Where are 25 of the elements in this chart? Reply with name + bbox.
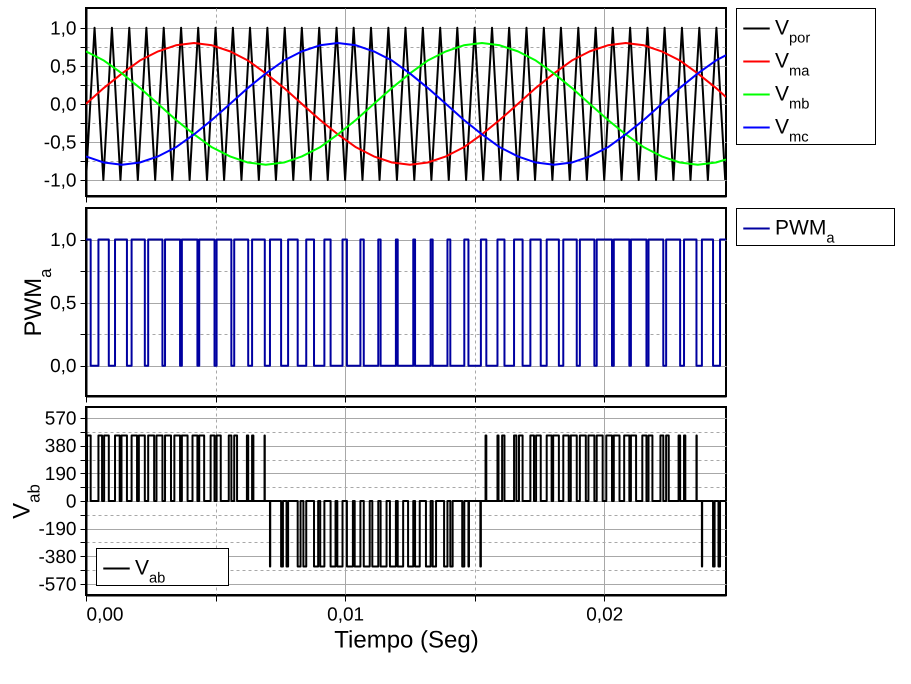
legend-label: V$_{por}$ <box>775 16 810 46</box>
y-tick-label: -570 <box>38 574 76 596</box>
legend-label: V$_{mc}$ <box>775 116 809 146</box>
legend-label: PWM$_{a}$ <box>775 216 836 246</box>
x-axis-title: Tiempo (Seg) <box>334 626 479 654</box>
x-tick-label: 0,01 <box>327 604 364 626</box>
y-tick-label: 0,5 <box>50 56 76 78</box>
y-tick-label: -380 <box>38 546 76 568</box>
y-tick-label: 0,5 <box>50 293 76 314</box>
x-tick-label: 0,00 <box>86 604 124 626</box>
y-tick-label: -190 <box>38 519 76 540</box>
y-tick-label: 570 <box>44 408 76 430</box>
x-tick-label: 0,02 <box>586 604 624 626</box>
y-tick-label: 0 <box>66 492 76 512</box>
y-tick-label: 380 <box>44 436 76 458</box>
y-tick-label: 1,0 <box>50 230 76 252</box>
y-tick-label: -0,5 <box>44 132 76 154</box>
legend-label: V$_{mb}$ <box>775 82 810 112</box>
legend-label: V$_{ab}$ <box>135 556 166 586</box>
y-tick-label: 190 <box>44 464 76 485</box>
y-tick-label: 1,0 <box>50 18 76 40</box>
y-tick-label: 0,0 <box>50 94 76 116</box>
y-tick-label: -1,0 <box>44 170 76 192</box>
legend-label: V$_{ma}$ <box>775 50 810 80</box>
y-tick-label: 0,0 <box>50 356 76 378</box>
